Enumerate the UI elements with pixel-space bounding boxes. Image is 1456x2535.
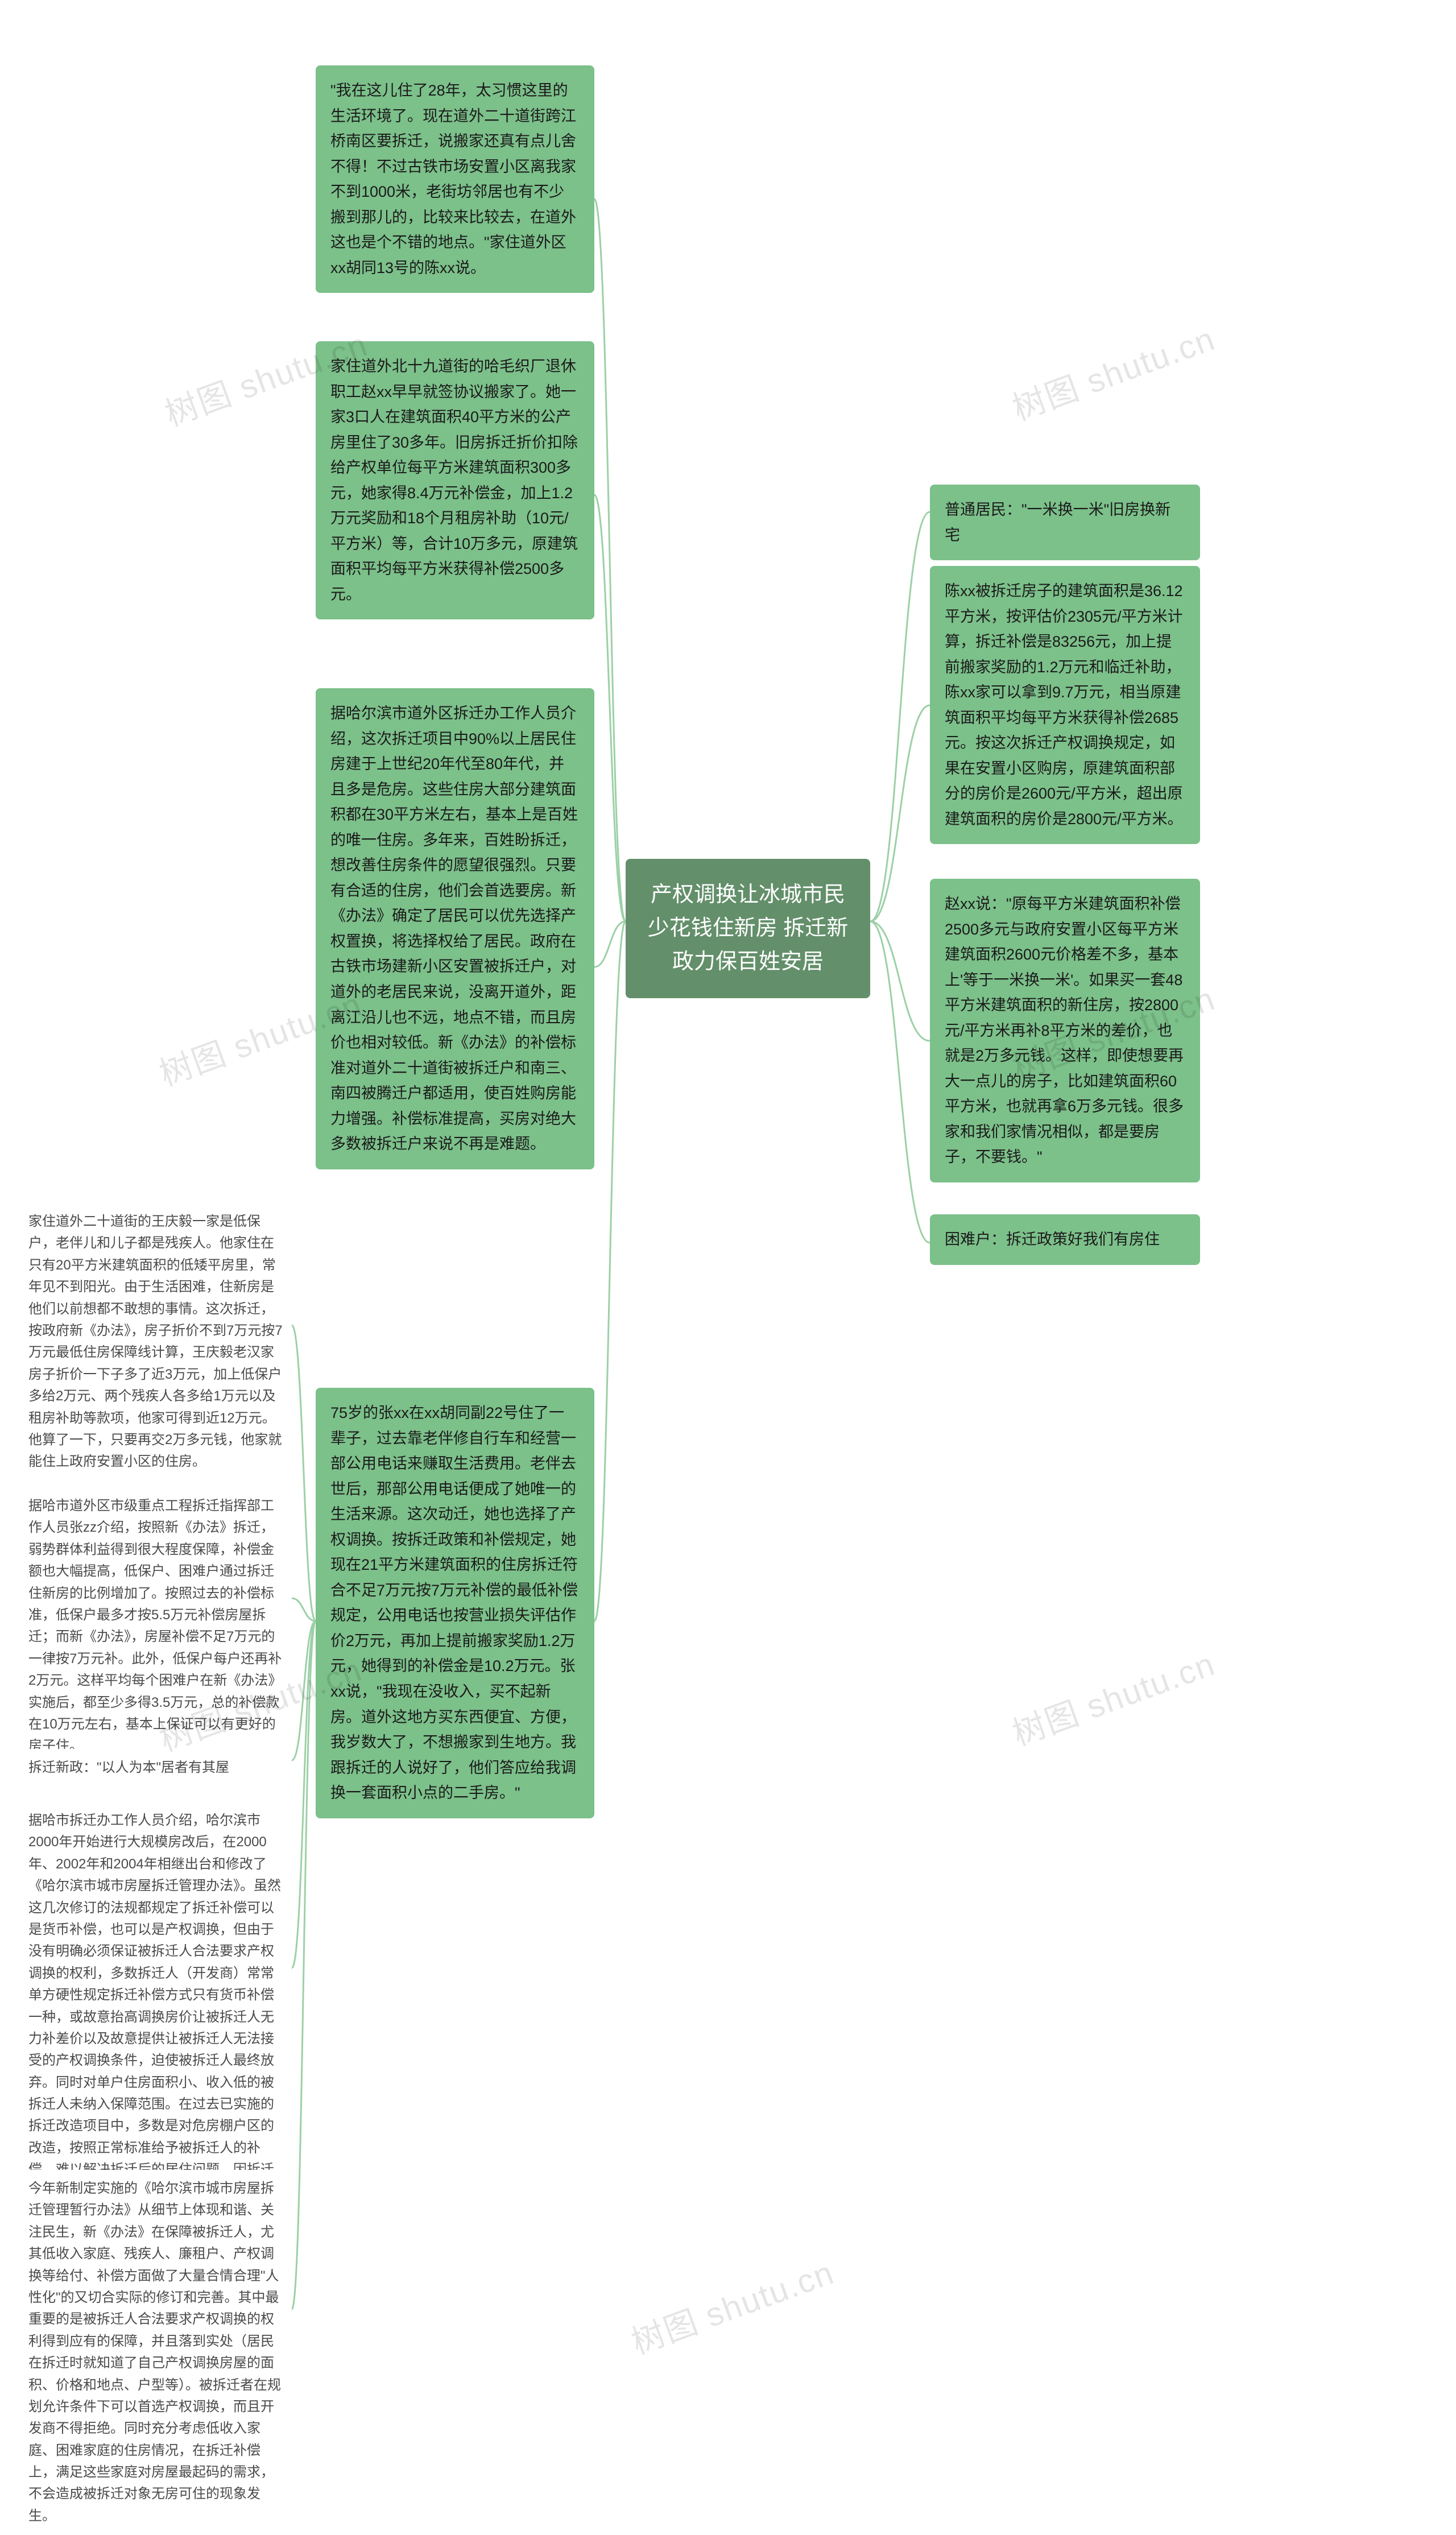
left-light-node-0: 家住道外二十道街的王庆毅一家是低保户，老伴儿和儿子都是残疾人。他家住在只有20平… xyxy=(22,1203,292,1481)
left-green-node-3: 75岁的张xx在xx胡同副22号住了一辈子，过去靠老伴修自行车和经营一部公用电话… xyxy=(316,1388,594,1818)
left-light-node-1: 据哈市道外区市级重点工程拆迁指挥部工作人员张zz介绍，按照新《办法》拆迁，弱势群… xyxy=(22,1487,292,1765)
left-green-node-0-label: "我在这儿住了28年，太习惯这里的生活环境了。现在道外二十道街跨江桥南区要拆迁，… xyxy=(330,82,576,276)
connector-3 xyxy=(594,921,626,1621)
connector-11 xyxy=(292,1621,316,1968)
connector-6 xyxy=(870,921,930,1041)
connector-4 xyxy=(870,512,930,921)
connector-0 xyxy=(594,199,626,921)
left-light-node-3: 据哈市拆迁办工作人员介绍，哈尔滨市2000年开始进行大规模房改后，在2000年、… xyxy=(22,1802,292,2211)
connector-12 xyxy=(292,1621,316,2309)
connector-1 xyxy=(594,495,626,921)
watermark-1: 树图 shutu.cn xyxy=(1005,312,1221,430)
left-green-node-2: 据哈尔滨市道外区拆迁办工作人员介绍，这次拆迁项目中90%以上居民住房建于上世纪2… xyxy=(316,688,594,1169)
right-green-node-2-label: 赵xx说："原每平方米建筑面积补偿2500多元与政府安置小区每平方米建筑面积26… xyxy=(945,895,1184,1165)
left-light-node-4-label: 今年新制定实施的《哈尔滨市城市房屋拆迁管理暂行办法》从细节上体现和谐、关注民生，… xyxy=(28,2181,281,2524)
right-green-node-1-label: 陈xx被拆迁房子的建筑面积是36.12平方米，按评估价2305元/平方米计算，拆… xyxy=(945,582,1183,828)
right-green-node-3: 困难户：拆迁政策好我们有房住 xyxy=(930,1214,1200,1265)
left-light-node-2-label: 拆迁新政："以人为本"居者有其屋 xyxy=(28,1760,229,1775)
left-light-node-1-label: 据哈市道外区市级重点工程拆迁指挥部工作人员张zz介绍，按照新《办法》拆迁，弱势群… xyxy=(28,1498,282,1754)
connector-7 xyxy=(870,921,930,1243)
connector-2 xyxy=(594,921,626,967)
left-green-node-2-label: 据哈尔滨市道外区拆迁办工作人员介绍，这次拆迁项目中90%以上居民住房建于上世纪2… xyxy=(330,705,578,1152)
left-light-node-3-label: 据哈市拆迁办工作人员介绍，哈尔滨市2000年开始进行大规模房改后，在2000年、… xyxy=(28,1813,281,2199)
connector-5 xyxy=(870,705,930,921)
left-light-node-2: 拆迁新政："以人为本"居者有其屋 xyxy=(22,1749,292,1787)
right-green-node-3-label: 困难户：拆迁政策好我们有房住 xyxy=(945,1231,1160,1248)
watermark-6: 树图 shutu.cn xyxy=(624,2246,840,2364)
right-green-node-2: 赵xx说："原每平方米建筑面积补偿2500多元与政府安置小区每平方米建筑面积26… xyxy=(930,879,1200,1182)
left-green-node-1: 家住道外北十九道街的哈毛织厂退休职工赵xx早早就签协议搬家了。她一家3口人在建筑… xyxy=(316,341,594,619)
right-green-node-0-label: 普通居民："一米换一米"旧房换新宅 xyxy=(945,501,1170,544)
left-green-node-0: "我在这儿住了28年，太习惯这里的生活环境了。现在道外二十道街跨江桥南区要拆迁，… xyxy=(316,65,594,293)
left-light-node-4: 今年新制定实施的《哈尔滨市城市房屋拆迁管理暂行办法》从细节上体现和谐、关注民生，… xyxy=(22,2170,292,2535)
right-green-node-1: 陈xx被拆迁房子的建筑面积是36.12平方米，按评估价2305元/平方米计算，拆… xyxy=(930,566,1200,844)
connector-9 xyxy=(292,1598,316,1621)
connector-10 xyxy=(292,1621,316,1760)
root-node: 产权调换让冰城市民少花钱住新房 拆迁新政力保百姓安居 xyxy=(626,859,870,998)
connector-8 xyxy=(292,1325,316,1621)
right-green-node-0: 普通居民："一米换一米"旧房换新宅 xyxy=(930,485,1200,560)
left-light-node-0-label: 家住道外二十道街的王庆毅一家是低保户，老伴儿和儿子都是残疾人。他家住在只有20平… xyxy=(28,1214,283,1469)
root-node-label: 产权调换让冰城市民少花钱住新房 拆迁新政力保百姓安居 xyxy=(648,883,849,974)
left-green-node-3-label: 75岁的张xx在xx胡同副22号住了一辈子，过去靠老伴修自行车和经营一部公用电话… xyxy=(330,1404,578,1801)
watermark-5: 树图 shutu.cn xyxy=(1005,1637,1221,1755)
left-green-node-1-label: 家住道外北十九道街的哈毛织厂退休职工赵xx早早就签协议搬家了。她一家3口人在建筑… xyxy=(330,358,578,603)
